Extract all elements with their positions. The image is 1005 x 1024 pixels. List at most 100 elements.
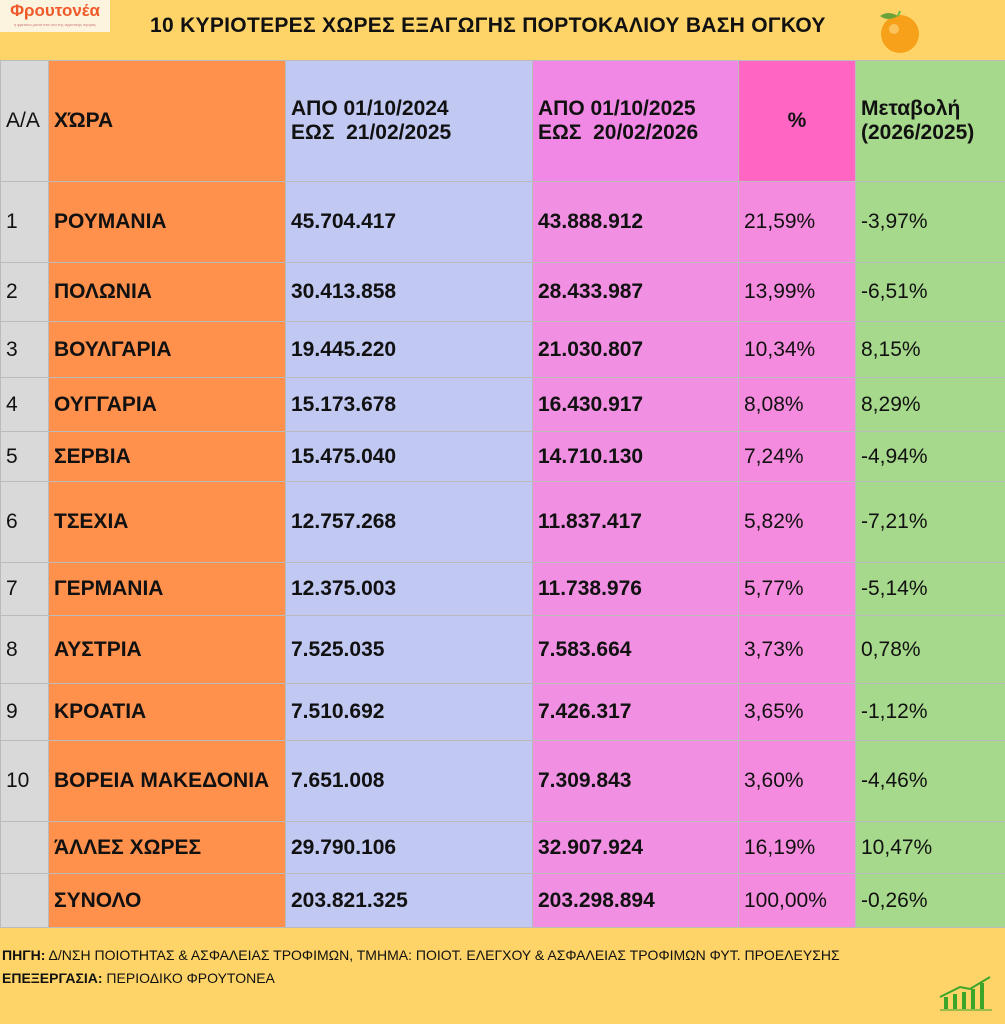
country-cell: ΣΥΝΟΛΟ <box>48 873 286 928</box>
percent-cell: 13,99% <box>738 262 856 322</box>
row-index: 8 <box>0 615 49 684</box>
period-1-value: 19.445.220 <box>285 321 533 378</box>
period-1-value: 12.375.003 <box>285 562 533 616</box>
change-cell: 8,29% <box>855 377 1005 432</box>
header-change: Μεταβολή (2026/2025) <box>855 60 1005 182</box>
percent-cell: 3,73% <box>738 615 856 684</box>
page-title: 10 ΚΥΡΙΟΤΕΡΕΣ ΧΩΡΕΣ ΕΞΑΓΩΓΗΣ ΠΟΡΤΟΚΑΛΙΟΥ… <box>150 14 826 37</box>
change-cell: -3,97% <box>855 181 1005 263</box>
period-2-value: 16.430.917 <box>532 377 739 432</box>
period-2-value: 7.583.664 <box>532 615 739 684</box>
row-index: 5 <box>0 431 49 482</box>
change-cell: 8,15% <box>855 321 1005 378</box>
change-cell: -0,26% <box>855 873 1005 928</box>
percent-cell: 3,60% <box>738 740 856 822</box>
header-country: ΧΏΡΑ <box>48 60 286 182</box>
row-index: 2 <box>0 262 49 322</box>
period-1-value: 7.525.035 <box>285 615 533 684</box>
table-row: 7 ΓΕΡΜΑΝΙΑ 12.375.003 11.738.976 5,77% -5,14% <box>0 562 1005 616</box>
percent-cell: 7,24% <box>738 431 856 482</box>
country-cell: ΤΣΕΧΙΑ <box>48 481 286 563</box>
header-aa: Α/Α <box>0 60 49 182</box>
growth-chart-icon <box>939 976 992 1011</box>
percent-cell: 8,08% <box>738 377 856 432</box>
percent-cell: 16,19% <box>738 821 856 874</box>
country-cell: ΑΥΣΤΡΙΑ <box>48 615 286 684</box>
table-row: 5 ΣΕΡΒΙΑ 15.475.040 14.710.130 7,24% -4,94% <box>0 431 1005 482</box>
row-index: 6 <box>0 481 49 563</box>
table-header-row: Α/Α ΧΏΡΑ ΑΠΟ 01/10/2024 ΕΩΣ 21/02/2025 ΑΠ… <box>0 60 1005 182</box>
country-cell: ΠΟΛΩΝΙΑ <box>48 262 286 322</box>
period-1-value: 12.757.268 <box>285 481 533 563</box>
table-row: 2 ΠΟΛΩΝΙΑ 30.413.858 28.433.987 13,99% -6,51% <box>0 262 1005 322</box>
percent-cell: 3,65% <box>738 683 856 741</box>
table-row: 3 ΒΟΥΛΓΑΡΙΑ 19.445.220 21.030.807 10,34% 8,15… <box>0 321 1005 378</box>
period-2-value: 7.426.317 <box>532 683 739 741</box>
header-change-label: Μεταβολή <box>861 97 961 120</box>
country-cell: ΒΟΥΛΓΑΡΙΑ <box>48 321 286 378</box>
row-index: 10 <box>0 740 49 822</box>
period-2-value: 7.309.843 <box>532 740 739 822</box>
change-cell: -4,94% <box>855 431 1005 482</box>
change-cell: -1,12% <box>855 683 1005 741</box>
period-1-value: 7.651.008 <box>285 740 533 822</box>
change-cell: 0,78% <box>855 615 1005 684</box>
source-text: Δ/ΝΣΗ ΠΟΙΟΤΗΤΑΣ & ΑΣΦΑΛΕΙΑΣ ΤΡΟΦΙΜΩΝ, ΤΜ… <box>45 947 840 963</box>
period-1-value: 30.413.858 <box>285 262 533 322</box>
table-row: 10 ΒΟΡΕΙΑ ΜΑΚΕΔΟΝΙΑ 7.651.008 7.309.843 3,60… <box>0 740 1005 822</box>
row-index: 4 <box>0 377 49 432</box>
source-label: ΠΗΓΗ: <box>2 947 46 963</box>
row-index <box>0 873 49 928</box>
period-2-value: 14.710.130 <box>532 431 739 482</box>
table-row: 1 ΡΟΥΜΑΝΙΑ 45.704.417 43.888.912 21,59% -3,97… <box>0 181 1005 263</box>
header-change-years: (2026/2025) <box>861 121 975 144</box>
period-1-value: 45.704.417 <box>285 181 533 263</box>
period-2-value: 11.738.976 <box>532 562 739 616</box>
processing-label: ΕΠΕΞΕΡΓΑΣΙΑ: <box>2 970 103 986</box>
percent-cell: 10,34% <box>738 321 856 378</box>
percent-cell: 5,77% <box>738 562 856 616</box>
period-2-value: 11.837.417 <box>532 481 739 563</box>
table-row: ΆΛΛΕΣ ΧΩΡΕΣ 29.790.106 32.907.924 16,19% 10,… <box>0 821 1005 874</box>
header-percent: % <box>738 60 856 182</box>
period-2-value: 203.298.894 <box>532 873 739 928</box>
change-cell: -7,21% <box>855 481 1005 563</box>
row-index: 7 <box>0 562 49 616</box>
percent-cell: 5,82% <box>738 481 856 563</box>
table-row: 6 ΤΣΕΧΙΑ 12.757.268 11.837.417 5,82% -7,21% <box>0 481 1005 563</box>
period-1-value: 203.821.325 <box>285 873 533 928</box>
row-index: 1 <box>0 181 49 263</box>
country-cell: ΣΕΡΒΙΑ <box>48 431 286 482</box>
change-cell: 10,47% <box>855 821 1005 874</box>
period-2-value: 32.907.924 <box>532 821 739 874</box>
table-row: 4 ΟΥΓΓΑΡΙΑ 15.173.678 16.430.917 8,08% 8,29% <box>0 377 1005 432</box>
logo: Φρουτονέα η φρέσκια ματιά στα νέα της αγρ… <box>0 0 110 32</box>
row-index <box>0 821 49 874</box>
processing-line: ΕΠΕΞΕΡΓΑΣΙΑ: ΠΕΡΙΟΔΙΚΟ ΦΡΟΥΤΟΝΕΑ <box>2 967 840 990</box>
country-cell: ΟΥΓΓΑΡΙΑ <box>48 377 286 432</box>
change-cell: -5,14% <box>855 562 1005 616</box>
period-1-value: 15.173.678 <box>285 377 533 432</box>
table-row: ΣΥΝΟΛΟ 203.821.325 203.298.894 100,00% -0,26… <box>0 873 1005 928</box>
country-cell: ΆΛΛΕΣ ΧΩΡΕΣ <box>48 821 286 874</box>
orange-icon <box>880 10 919 53</box>
row-index: 3 <box>0 321 49 378</box>
table-row: 8 ΑΥΣΤΡΙΑ 7.525.035 7.583.664 3,73% 0,78% <box>0 615 1005 684</box>
period-2-value: 21.030.807 <box>532 321 739 378</box>
logo-name: Φρουτονέα <box>10 1 100 20</box>
change-cell: -6,51% <box>855 262 1005 322</box>
change-cell: -4,46% <box>855 740 1005 822</box>
row-index: 9 <box>0 683 49 741</box>
header-period-2: ΑΠΟ 01/10/2025 ΕΩΣ 20/02/2026 <box>532 60 739 182</box>
header-period-2-from: ΑΠΟ 01/10/2025 <box>538 97 696 120</box>
table-row: 9 ΚΡΟΑΤΙΑ 7.510.692 7.426.317 3,65% -1,12% <box>0 683 1005 741</box>
footer: ΠΗΓΗ: Δ/ΝΣΗ ΠΟΙΟΤΗΤΑΣ & ΑΣΦΑΛΕΙΑΣ ΤΡΟΦΙΜ… <box>2 944 840 990</box>
period-1-value: 15.475.040 <box>285 431 533 482</box>
country-cell: ΓΕΡΜΑΝΙΑ <box>48 562 286 616</box>
period-1-value: 29.790.106 <box>285 821 533 874</box>
country-cell: ΚΡΟΑΤΙΑ <box>48 683 286 741</box>
percent-cell: 21,59% <box>738 181 856 263</box>
country-cell: ΒΟΡΕΙΑ ΜΑΚΕΔΟΝΙΑ <box>48 740 286 822</box>
header-period-1-from: ΑΠΟ 01/10/2024 <box>291 97 449 120</box>
logo-tagline: η φρέσκια ματιά στα νέα της αγροτικής αγ… <box>13 22 97 27</box>
